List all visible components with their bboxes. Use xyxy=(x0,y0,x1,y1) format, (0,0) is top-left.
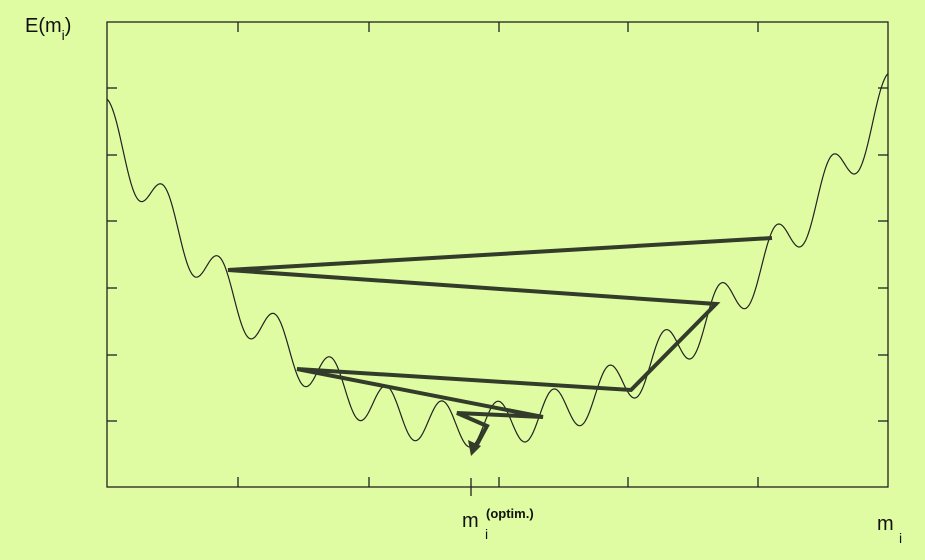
x-axis-label: m xyxy=(877,513,894,535)
plot-box xyxy=(106,21,889,488)
energy-curve xyxy=(106,73,889,448)
ticks xyxy=(107,22,888,487)
y-axis-label: E(mi) xyxy=(25,15,71,43)
label-base: m xyxy=(462,510,479,532)
label-superscript: (optim.) xyxy=(486,506,534,521)
label-base: E(m xyxy=(25,15,62,37)
label-subscript: i xyxy=(899,530,902,546)
label-close: ) xyxy=(65,15,72,37)
label-subscript: i xyxy=(62,27,65,43)
optimum-label: m xyxy=(462,510,479,532)
plot-frame xyxy=(106,21,889,496)
label-subscript: i xyxy=(485,526,488,542)
arrow-head xyxy=(468,440,481,456)
search-path xyxy=(227,236,773,451)
